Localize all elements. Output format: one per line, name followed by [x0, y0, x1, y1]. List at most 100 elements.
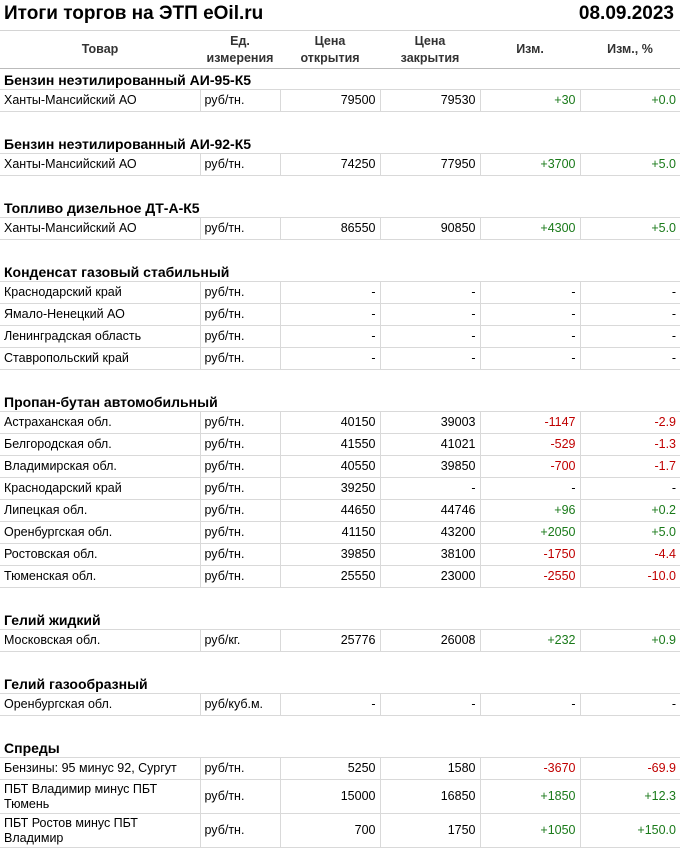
value-cell: 39850	[280, 543, 381, 566]
section-row: Бензин неэтилированный АИ-92-К5	[0, 111, 680, 154]
data-row: Астраханская обл. руб/тн. 40150 39003 -1147-…	[0, 411, 680, 434]
product-cell: Липецкая обл.	[0, 499, 201, 522]
product-cell: Бензины: 95 минус 92, Сургут	[0, 757, 201, 780]
value-cell: +5.0	[580, 217, 680, 240]
value-cell: -	[380, 303, 481, 326]
value-cell: 40550	[280, 455, 381, 478]
value-cell: 44650	[280, 499, 381, 522]
product-cell: Владимирская обл.	[0, 455, 201, 478]
value-cell: 16850	[380, 779, 481, 814]
section-title: Спреды	[0, 715, 680, 758]
value-cell: -1.7	[580, 455, 680, 478]
value-cell: +150.0	[580, 813, 680, 848]
unit-cell: руб/тн.	[200, 757, 281, 780]
value-cell: -	[580, 477, 680, 500]
value-cell: 1580	[380, 757, 481, 780]
section-title: Бензин неэтилированный АИ-95-К5	[0, 68, 680, 90]
value-cell: 39250	[280, 477, 381, 500]
value-cell: +5.0	[580, 521, 680, 544]
value-cell: -	[480, 347, 581, 370]
value-cell: -	[580, 347, 680, 370]
value-cell: -	[580, 281, 680, 304]
value-cell: +232	[480, 629, 581, 652]
product-cell: Оренбургская обл.	[0, 693, 201, 716]
value-cell: 44746	[380, 499, 481, 522]
value-cell: +0.2	[580, 499, 680, 522]
value-cell: 1750	[380, 813, 481, 848]
unit-cell: руб/тн.	[200, 325, 281, 348]
data-row: Ростовская обл. руб/тн. 39850 38100 -1750 -4.…	[0, 543, 680, 566]
value-cell: -10.0	[580, 565, 680, 588]
value-cell: -	[280, 303, 381, 326]
unit-cell: руб/тн.	[200, 303, 281, 326]
section-title: Пропан-бутан автомобильный	[0, 369, 680, 412]
product-cell: Ханты-Мансийский АО	[0, 153, 201, 176]
unit-cell: руб/тн.	[200, 347, 281, 370]
value-cell: -	[480, 303, 581, 326]
value-cell: 79530	[380, 89, 481, 112]
value-cell: +0.0	[580, 89, 680, 112]
value-cell: 86550	[280, 217, 381, 240]
column-header: Изм.	[480, 31, 580, 69]
section-title: Конденсат газовый стабильный	[0, 239, 680, 282]
value-cell: 700	[280, 813, 381, 848]
product-cell: Белгородская обл.	[0, 433, 201, 456]
product-cell: Московская обл.	[0, 629, 201, 652]
unit-cell: руб/кг.	[200, 629, 281, 652]
title-bar: Итоги торгов на ЭТП eOil.ru 08.09.2023	[0, 0, 680, 31]
value-cell: +12.3	[580, 779, 680, 814]
column-header: Товар	[0, 31, 200, 69]
value-cell: -	[480, 693, 581, 716]
value-cell: -	[580, 303, 680, 326]
data-row: Краснодарский край руб/тн. - - - -	[0, 281, 680, 304]
unit-cell: руб/куб.м.	[200, 693, 281, 716]
column-header: Цена закрытия	[380, 31, 480, 69]
unit-cell: руб/тн.	[200, 89, 281, 112]
section-title: Бензин неэтилированный АИ-92-К5	[0, 111, 680, 154]
value-cell: -529	[480, 433, 581, 456]
data-row: Ставропольский край руб/тн. - - - -	[0, 347, 680, 370]
value-cell: -	[380, 325, 481, 348]
value-cell: -1750	[480, 543, 581, 566]
value-cell: -	[380, 477, 481, 500]
title: Итоги торгов на ЭТП eOil.ru	[4, 3, 264, 24]
section-title: Гелий жидкий	[0, 587, 680, 630]
column-header: Изм., %	[580, 31, 680, 69]
value-cell: -	[480, 325, 581, 348]
value-cell: -	[280, 693, 381, 716]
column-header: Ед. измерения	[200, 31, 280, 69]
value-cell: 90850	[380, 217, 481, 240]
product-cell: Краснодарский край	[0, 281, 201, 304]
unit-cell: руб/тн.	[200, 411, 281, 434]
unit-cell: руб/тн.	[200, 433, 281, 456]
data-row: ПБТ Ростов минус ПБТ Владимир руб/тн. 700 1…	[0, 813, 680, 848]
product-cell: Оренбургская обл.	[0, 521, 201, 544]
table-body: Бензин неэтилированный АИ-95-К5 Ханты-Ман…	[0, 68, 680, 848]
section-row: Гелий жидкий	[0, 587, 680, 630]
unit-cell: руб/тн.	[200, 779, 281, 814]
value-cell: 43200	[380, 521, 481, 544]
unit-cell: руб/тн.	[200, 217, 281, 240]
product-cell: Ставропольский край	[0, 347, 201, 370]
value-cell: 38100	[380, 543, 481, 566]
section-row: Бензин неэтилированный АИ-95-К5	[0, 68, 680, 90]
value-cell: -	[380, 693, 481, 716]
date: 08.09.2023	[578, 3, 674, 24]
value-cell: +96	[480, 499, 581, 522]
product-cell: Ямало-Ненецкий АО	[0, 303, 201, 326]
data-row: Краснодарский край руб/тн. 39250- - -	[0, 477, 680, 500]
section-row: Конденсат газовый стабильный	[0, 239, 680, 282]
section-row: Спреды	[0, 715, 680, 758]
value-cell: +5.0	[580, 153, 680, 176]
value-cell: -3670	[480, 757, 581, 780]
product-cell: Краснодарский край	[0, 477, 201, 500]
results-table: Товар Ед. измерения Цена открытия Цена закр…	[0, 31, 680, 848]
value-cell: -	[580, 693, 680, 716]
value-cell: -1.3	[580, 433, 680, 456]
value-cell: -	[280, 347, 381, 370]
data-row: Владимирская обл. руб/тн. 40550 39850 -700 -1…	[0, 455, 680, 478]
value-cell: -	[380, 281, 481, 304]
value-cell: -2550	[480, 565, 581, 588]
data-row: Ханты-Мансийский АО руб/тн. 86550 90850 +430…	[0, 217, 680, 240]
